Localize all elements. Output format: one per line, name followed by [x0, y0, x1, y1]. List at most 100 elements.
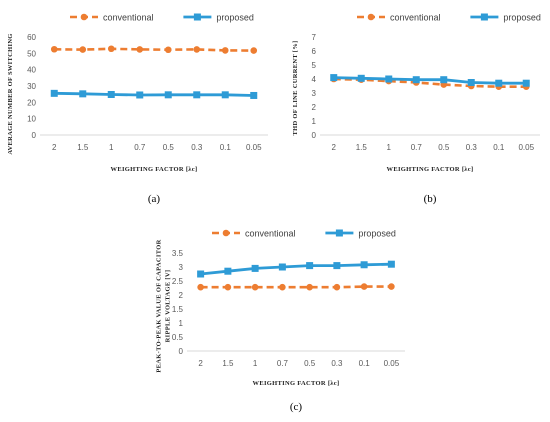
y-tick-label: 20: [27, 98, 36, 107]
data-point-proposed: [250, 91, 258, 99]
y-tick-label: 2: [312, 103, 317, 112]
legend-marker-proposed: [335, 229, 343, 237]
series-line-conventional: [200, 285, 392, 289]
y-tick-label: 10: [27, 115, 36, 124]
y-axis-title-line: AVERAGE NUMBER OF SWITCHING: [7, 33, 14, 154]
data-point-conventional: [221, 47, 229, 54]
x-tick-label: 1.5: [356, 143, 368, 152]
x-tick-label: 1.5: [77, 143, 89, 152]
y-tick-label: 4: [312, 75, 317, 84]
series-line-proposed: [200, 262, 392, 276]
x-tick-label: 0.3: [466, 143, 478, 152]
y-tick-label: 3.5: [172, 249, 184, 258]
y-tick-label: 30: [27, 82, 36, 91]
data-point-conventional: [107, 45, 115, 53]
chart-panel-3: 0 0.5 1 1.5 2 2.5 3 3.5 2 1.5 1 0.7 0.5 0.3 0.1 0.05 con…: [156, 229, 405, 413]
legend-label-conventional: conventional: [390, 13, 441, 23]
data-point-conventional: [306, 283, 313, 291]
x-tick-label: 0.1: [359, 359, 371, 368]
series-line-proposed: [333, 76, 527, 85]
legend-marker-conventional: [222, 229, 230, 237]
y-tick-label: 3: [312, 89, 317, 98]
x-tick-label: 1: [253, 359, 258, 368]
chart-panel-2: 0 1 2 3 4 5 6 7 2 1.5 1 0.7 0.5 0.3 0.1 0.05 conventiona…: [292, 13, 541, 206]
legend-label-conventional: conventional: [245, 229, 296, 239]
y-tick-label: 1.5: [172, 305, 184, 314]
x-tick-label: 2: [332, 143, 337, 152]
x-axis-title: WEIGHTING FACTOR [λc]: [111, 166, 198, 173]
data-point-conventional: [360, 283, 368, 290]
y-tick-label: 2.5: [172, 277, 184, 286]
series-line-conventional: [333, 77, 527, 88]
data-point-proposed: [495, 79, 503, 87]
legend-marker-conventional: [367, 13, 375, 21]
y-tick-label: 3: [179, 263, 184, 272]
x-tick-label: 0.7: [134, 143, 146, 152]
data-point-conventional: [164, 46, 172, 54]
y-tick-label: 7: [312, 33, 317, 42]
x-tick-label: 0.1: [220, 143, 232, 152]
x-tick-label: 2: [198, 359, 203, 368]
data-point-conventional: [224, 283, 232, 291]
x-axis-title: WEIGHTING FACTOR [λc]: [387, 166, 474, 173]
y-axis-title-line: THD OF LINE CURRENT [%]: [292, 40, 299, 135]
y-axis-title-line: PEAK-TO-PEAK VALUE OF CAPACITOR: [156, 239, 163, 372]
x-tick-label: 0.05: [518, 143, 534, 152]
x-tick-label: 0.3: [331, 359, 343, 368]
data-point-conventional: [50, 45, 58, 53]
legend: conventional proposed: [70, 13, 254, 23]
data-point-proposed: [197, 270, 205, 278]
data-point-conventional: [136, 46, 144, 53]
legend-label-proposed: proposed: [503, 13, 541, 23]
data-point-proposed: [440, 76, 448, 84]
data-point-proposed: [412, 76, 420, 84]
y-axis-title-line: RIPPLE VOLTAGE [V]: [165, 270, 172, 343]
panel-label: (a): [148, 193, 161, 205]
y-tick-label: 5: [312, 61, 317, 70]
data-point-proposed: [221, 91, 229, 99]
data-point-proposed: [136, 91, 144, 99]
x-axis-title: WEIGHTING FACTOR [λc]: [253, 380, 340, 387]
legend-label-proposed: proposed: [216, 13, 254, 23]
y-tick-label: 0: [312, 131, 317, 140]
series-line-proposed: [54, 91, 254, 97]
data-point-conventional: [193, 46, 201, 53]
data-point-proposed: [50, 89, 58, 97]
data-point-proposed: [79, 90, 87, 98]
data-point-proposed: [467, 79, 475, 86]
legend-marker-proposed: [193, 13, 201, 21]
y-tick-label: 0: [179, 347, 184, 356]
data-point-proposed: [278, 263, 286, 271]
y-tick-label: 1: [312, 117, 317, 126]
data-point-proposed: [306, 262, 314, 270]
data-point-proposed: [251, 264, 259, 272]
x-tick-label: 0.7: [411, 143, 423, 152]
data-point-proposed: [387, 260, 395, 268]
data-point-proposed: [385, 75, 393, 83]
x-tick-label: 1.5: [222, 359, 234, 368]
y-axis-title: PEAK-TO-PEAK VALUE OF CAPACITOR RIPPLE VO…: [156, 239, 172, 372]
y-tick-label: 50: [27, 49, 36, 58]
x-tick-label: 2: [52, 143, 57, 152]
y-axis-title: AVERAGE NUMBER OF SWITCHING: [7, 33, 14, 154]
data-point-proposed: [522, 79, 530, 87]
data-point-conventional: [251, 283, 259, 291]
data-point-proposed: [360, 261, 368, 269]
legend: conventional proposed: [357, 13, 541, 23]
x-tick-label: 0.5: [304, 359, 316, 368]
y-tick-label: 2: [179, 291, 184, 300]
legend-marker-conventional: [80, 13, 88, 21]
x-tick-label: 0.7: [277, 359, 289, 368]
x-tick-label: 1: [387, 143, 392, 152]
panel-label: (b): [424, 193, 437, 205]
legend: conventional proposed: [212, 229, 396, 239]
data-point-proposed: [333, 262, 341, 270]
x-tick-label: 0.1: [493, 143, 505, 152]
panel-label: (c): [290, 401, 303, 413]
data-point-conventional: [333, 283, 341, 291]
legend-label-proposed: proposed: [358, 229, 396, 239]
x-tick-label: 0.3: [191, 143, 203, 152]
data-point-conventional: [197, 283, 204, 291]
x-tick-label: 0.05: [246, 143, 262, 152]
